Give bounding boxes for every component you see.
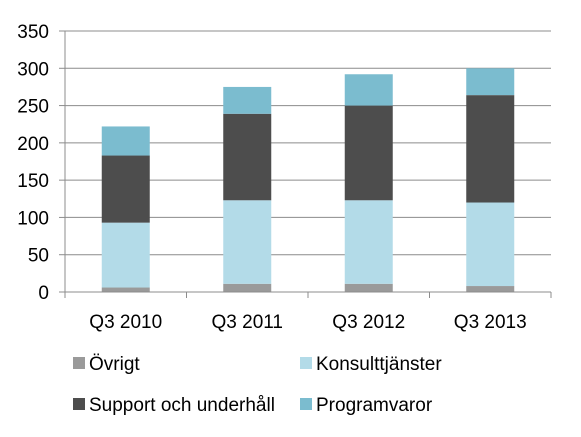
x-tick-labels: Q3 2010 Q3 2011 Q3 2012 Q3 2013	[89, 312, 526, 333]
bar-ovrigt-q3-2012	[344, 283, 393, 292]
bar-konsulttjanster-q3-2013	[466, 202, 515, 287]
legend-label-ovrigt: Övrigt	[89, 354, 140, 375]
bar-ovrigt-q3-2010	[101, 287, 150, 292]
legend-label-programvaror: Programvaror	[316, 395, 433, 416]
bar-konsulttjanster-q3-2010	[101, 222, 150, 288]
bar-programvaror-q3-2012	[344, 74, 393, 106]
legend: Övrigt Konsulttjänster Support och underhå…	[73, 354, 442, 416]
legend-swatch-programvaror	[300, 398, 312, 410]
x-tick-label-q3-2011: Q3 2011	[212, 312, 283, 333]
y-tick-label-150: 150	[17, 171, 49, 192]
axes	[59, 30, 552, 298]
bar-support-och-underhall-q3-2011	[223, 113, 272, 201]
bar-konsulttjanster-q3-2011	[223, 200, 272, 284]
bar-ovrigt-q3-2013	[466, 286, 515, 292]
legend-swatch-ovrigt	[73, 357, 85, 369]
y-tick-label-250: 250	[17, 97, 49, 118]
legend-label-konsulttjanster: Konsulttjänster	[316, 354, 442, 375]
bar-konsulttjanster-q3-2012	[344, 200, 393, 284]
legend-swatch-konsulttjanster	[300, 357, 312, 369]
bar-programvaror-q3-2010	[101, 126, 150, 156]
legend-label-support-och-underhall: Support och underhåll	[89, 395, 275, 416]
x-tick-label-q3-2013: Q3 2013	[454, 312, 527, 333]
y-tick-label-200: 200	[17, 134, 49, 155]
bar-programvaror-q3-2013	[466, 68, 515, 96]
x-tick-label-q3-2012: Q3 2012	[332, 312, 405, 333]
bars	[101, 68, 515, 292]
y-tick-label-300: 300	[17, 59, 49, 80]
y-tick-label-0: 0	[38, 283, 49, 304]
x-tick-label-q3-2010: Q3 2010	[89, 312, 162, 333]
y-tick-label-50: 50	[28, 246, 49, 267]
legend-swatch-support-och-underhall	[73, 398, 85, 410]
bar-support-och-underhall-q3-2010	[101, 155, 150, 223]
y-tick-label-350: 350	[17, 22, 49, 43]
bar-ovrigt-q3-2011	[223, 283, 272, 292]
y-tick-labels: 0 50 100 150 200 250 300 350	[17, 22, 49, 304]
bar-support-och-underhall-q3-2012	[344, 105, 393, 201]
bar-programvaror-q3-2011	[223, 86, 272, 114]
y-tick-label-100: 100	[17, 208, 49, 229]
bar-support-och-underhall-q3-2013	[466, 95, 515, 203]
